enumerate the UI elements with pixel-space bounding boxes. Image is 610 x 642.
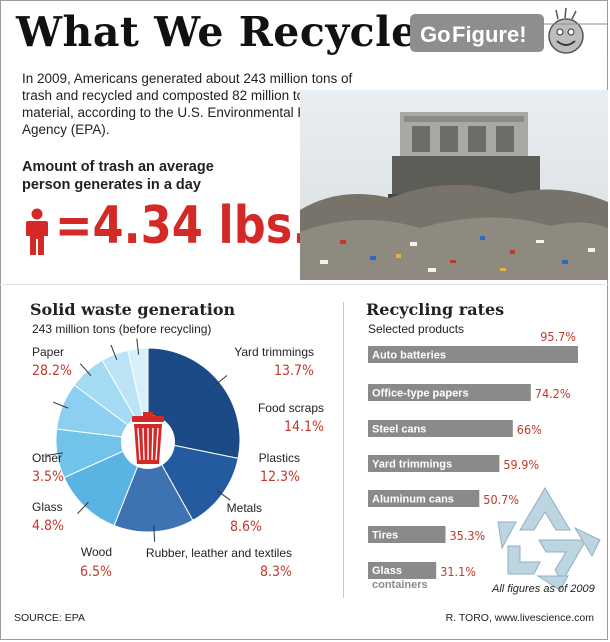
person-icon [26,208,48,255]
bar-value-0: 95.7% [540,330,576,344]
bar-4 [368,490,480,507]
bar-6 [368,562,437,579]
pie-value-6: 6.5% [80,564,112,580]
bar-label-6-cont: containers [372,579,428,591]
pie-value-2: 14.1% [284,419,324,435]
bar-label-2: Steel cans [372,424,426,436]
pie-value-8: 3.5% [32,469,64,485]
figures-note: All figures as of 2009 [492,583,595,595]
bar-label-0: Auto batteries [372,350,446,362]
landfill-bulldozer-photo [300,90,608,280]
pie-leader-0 [214,375,228,386]
bar-title: Recycling rates [366,300,505,319]
bar-subtitle: Selected products [368,322,465,336]
pie-value-0: 28.2% [32,363,72,379]
pie-subtitle: 243 million tons (before recycling) [32,322,212,336]
badge-figure-text: Figure! [452,22,527,47]
bar-value-6: 31.1% [440,564,476,579]
pie-value-5: 8.3% [260,564,292,580]
recycling-rates-bar-chart: Auto batteries 95.7% Office-type papers 74.… [368,330,578,591]
go-figure-badge: Go Figure! [410,7,608,56]
solid-waste-pie-chart: Paper 28.2% Yard trimmings 13.7% Food scraps… [32,338,324,580]
mascot-icon [548,18,584,54]
bar-value-5: 35.3% [450,528,486,543]
bar-label-6: Glass [372,565,402,577]
bar-label-3: Yard trimmings [372,459,452,471]
intro-text: In 2009, Americans generated about 243 m… [22,71,359,137]
section-divider [0,284,608,285]
pie-label-1: Yard trimmings [234,345,314,359]
bar-value-1: 74.2% [535,386,571,401]
amount-label: Amount of trash an average person genera… [22,159,214,193]
pie-label-5: Rubber, leather and textiles [146,546,292,560]
recycle-icon [497,487,601,591]
bar-5 [368,526,446,543]
pie-leader-1 [217,490,231,501]
bar-label-4: Aluminum cans [372,494,454,506]
bar-label-1: Office-type papers [372,388,469,400]
pie-leader-4 [47,452,64,456]
bar-value-4: 50.7% [483,492,519,507]
pie-leader-5 [53,401,69,409]
pie-label-3: Plastics [259,451,300,465]
bar-1 [368,384,531,401]
pie-leader-2 [153,525,156,542]
pie-leader-7 [110,344,118,360]
daily-trash-amount: =4.34 lbs. [55,196,310,256]
pie-value-7: 4.8% [32,518,64,534]
source-text: SOURCE: EPA [14,612,85,624]
pie-label-8: Other [32,451,62,465]
pie-leader-8 [136,338,140,355]
bar-label-5: Tires [372,530,398,542]
pie-label-7: Glass [32,500,63,514]
pie-leader-6 [79,363,92,377]
pie-title: Solid waste generation [30,300,236,319]
pie-label-2: Food scraps [258,401,324,415]
bar-value-3: 59.9% [503,457,539,472]
trash-can-icon [121,412,175,469]
pie-label-6: Wood [81,545,112,559]
bar-2 [368,420,513,437]
column-divider [343,302,344,598]
pie-leader-3 [77,501,89,515]
pie-value-3: 12.3% [260,469,300,485]
pie-value-1: 13.7% [274,363,314,379]
badge-go-text: Go [420,22,451,47]
bar-0 [368,346,578,363]
pie-value-4: 8.6% [230,519,262,535]
pie-label-0: Paper [32,345,64,359]
credit-text: R. TORO, www.livescience.com [445,612,594,624]
bar-3 [368,455,500,472]
bar-value-2: 66% [517,422,542,437]
pie-label-4: Metals [227,501,262,515]
page-title: What We Recycle [16,8,418,56]
